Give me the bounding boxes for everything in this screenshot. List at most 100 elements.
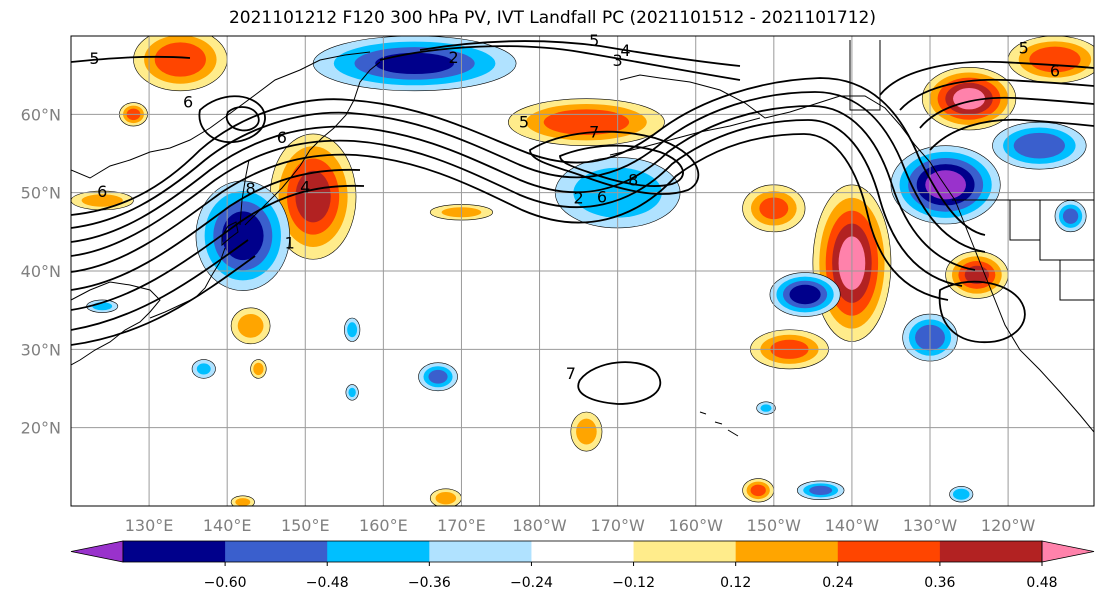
negative-pv-anomaly <box>992 121 1087 170</box>
latitude-tick-label: 50°N <box>21 184 61 203</box>
pv-anomaly-level <box>789 284 821 305</box>
contour-label: 3 <box>613 51 623 70</box>
contour-label: 8 <box>246 179 256 198</box>
ivt-contour <box>419 40 741 67</box>
contour-label: 6 <box>277 128 287 147</box>
ivt-contour <box>71 55 191 63</box>
latitude-tick-label: 40°N <box>21 262 61 281</box>
colorbar-frame <box>122 540 1043 563</box>
longitude-tick-label: 130°W <box>903 516 958 535</box>
ivt-contour <box>71 91 986 253</box>
longitude-tick-label: 120°W <box>981 516 1036 535</box>
contour-label: 2 <box>574 188 584 207</box>
pv-anomaly-level <box>576 418 597 445</box>
negative-pv-anomaly <box>890 145 1001 225</box>
pv-anomaly-level <box>375 52 454 75</box>
pv-anomaly-level <box>809 485 833 495</box>
colorbar-tick-label: 0.48 <box>1026 575 1057 591</box>
positive-pv-anomaly <box>921 67 1017 131</box>
colorbar-segment <box>327 541 430 562</box>
positive-pv-anomaly <box>230 495 255 506</box>
ivt-contour <box>71 184 365 311</box>
asia-coastline <box>71 51 371 179</box>
contour-label: 1 <box>285 234 295 253</box>
kamchatka-coastline <box>299 61 381 167</box>
colorbar-tick-label: 0.24 <box>822 575 853 591</box>
negative-pv-anomaly <box>949 486 974 503</box>
negative-pv-anomaly <box>756 401 776 415</box>
pv-anomaly-level <box>428 369 448 384</box>
positive-pv-anomaly <box>250 359 267 379</box>
longitude-tick-label: 180°W <box>512 516 567 535</box>
contour-label: 6 <box>1050 61 1060 80</box>
north-america-west-coastline <box>954 199 1094 433</box>
colorbar-tick-label: −0.24 <box>510 575 553 591</box>
contour-label: 5 <box>89 49 99 68</box>
ivt-contour <box>71 133 949 301</box>
positive-pv-anomaly <box>945 251 1009 299</box>
us-states-lines <box>1009 200 1094 301</box>
colorbar-segment <box>735 541 839 562</box>
contour-label: 8 <box>628 170 638 189</box>
negative-pv-anomaly <box>191 359 216 379</box>
colorbar-tick-label: −0.12 <box>612 575 655 591</box>
ivt-contour <box>899 78 1094 111</box>
gridline-layer <box>71 36 1094 506</box>
pv-anomaly-level <box>295 170 331 223</box>
ivt-contour <box>225 106 260 132</box>
korea-china-coastline <box>71 281 161 366</box>
latitude-tick-label: 30°N <box>21 340 61 359</box>
contour-label: 2 <box>449 48 459 67</box>
ivt-contour <box>559 144 684 187</box>
contour-label: 5 <box>519 112 529 131</box>
ivt-contour <box>71 168 361 291</box>
pv-anomaly-level <box>925 170 966 200</box>
contour-label: 4 <box>300 177 310 196</box>
ivt-contour <box>929 118 1094 151</box>
contour-label: 7 <box>566 364 576 383</box>
colorbar-segments <box>70 540 1095 563</box>
positive-pv-anomaly <box>230 307 271 345</box>
negative-pv-anomaly <box>345 384 359 401</box>
kuril-coastline <box>244 165 301 226</box>
positive-pv-anomaly <box>742 478 775 503</box>
pv-anomaly-level <box>237 313 264 338</box>
ivt-contour <box>71 239 249 331</box>
pv-anomaly-level <box>235 498 251 506</box>
colorbar-extend-high <box>1041 540 1095 563</box>
hawaii-islands <box>699 411 739 437</box>
negative-pv-anomaly <box>344 317 361 342</box>
latitude-tick-label: 20°N <box>21 419 61 438</box>
colorbar-segment <box>939 541 1043 562</box>
longitude-tick-label: 150°W <box>747 516 802 535</box>
longitude-tick-label: 130°E <box>125 516 174 535</box>
contour-label: 5 <box>589 31 599 50</box>
contour-label: 4 <box>620 41 630 60</box>
longitude-tick-label: 170°E <box>437 516 486 535</box>
ivt-contour <box>529 130 700 195</box>
longitude-tick-label: 160°W <box>669 516 724 535</box>
latitude-tick-labels: 20°N 30°N 40°N 50°N 60°N <box>21 105 61 437</box>
coastline-layer <box>71 40 1094 437</box>
pv-anomaly-level <box>1013 132 1065 159</box>
pv-anomaly-level <box>348 387 356 398</box>
colorbar-tick-label: −0.48 <box>306 575 349 591</box>
colorbar-segment <box>837 541 941 562</box>
pv-anomaly-level <box>760 404 772 412</box>
pv-anomaly-level <box>196 363 211 375</box>
longitude-tick-label: 150°E <box>281 516 330 535</box>
colorbar-segment <box>531 541 635 562</box>
colorbar-ticks <box>224 562 1043 566</box>
ivt-contour <box>71 255 256 346</box>
negative-pv-anomaly <box>796 480 845 501</box>
contour-label: 6 <box>97 182 107 201</box>
pv-anomaly-level <box>543 109 630 136</box>
negative-pv-anomaly <box>418 362 458 392</box>
japan-honshu-coastline <box>149 247 226 319</box>
negative-pv-anomaly <box>312 36 517 92</box>
pv-anomaly-level <box>154 42 206 77</box>
negative-pv-anomaly <box>1054 200 1087 233</box>
positive-pv-anomaly <box>133 36 228 92</box>
colorbar-extend-low <box>70 540 124 563</box>
